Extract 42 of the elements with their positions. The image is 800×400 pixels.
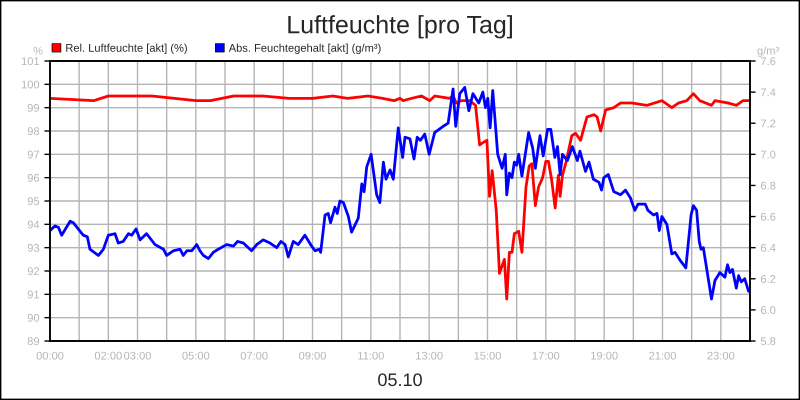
y-tick-label: 98 xyxy=(28,127,40,136)
x-tick-label: 13:00 xyxy=(416,352,443,360)
x-tick-label: 15:00 xyxy=(474,352,501,360)
x-tick-label: 21:00 xyxy=(649,352,676,360)
y-tick-label: 100 xyxy=(22,80,40,88)
y2-tick-label: 7.4 xyxy=(760,88,776,96)
x-tick-label: 03:00 xyxy=(124,352,151,360)
x-tick-label: 23:00 xyxy=(707,352,734,360)
x-tick-label: 19:00 xyxy=(591,352,618,360)
y-tick-label: 93 xyxy=(28,244,40,252)
y2-tick-label: 7.0 xyxy=(760,150,776,158)
legend-label: Rel. Luftfeuchte [akt] (%) xyxy=(66,44,187,54)
x-tick-label: 11:00 xyxy=(358,352,384,360)
y2-axis-title: g/m³ xyxy=(757,46,780,57)
x-tick-label: 09:00 xyxy=(299,352,326,360)
x-tick-label: 00:00 xyxy=(36,352,64,360)
y-tick-label: 96 xyxy=(28,174,40,182)
y-tick-label: 95 xyxy=(28,197,40,206)
legend-label: Abs. Feuchtegehalt [akt] (g/m³) xyxy=(228,44,381,54)
y2-tick-label: 5.8 xyxy=(760,337,776,346)
y2-tick-label: 7.2 xyxy=(760,119,776,128)
y-tick-label: 101 xyxy=(22,57,40,66)
y2-tick-label: 7.6 xyxy=(760,57,776,66)
y2-tick-label: 6.0 xyxy=(760,306,776,314)
y2-tick-label: 6.6 xyxy=(760,212,776,221)
x-tick-label: 17:00 xyxy=(532,352,560,360)
y-tick-label: 90 xyxy=(28,314,40,322)
y-tick-label: 99 xyxy=(28,104,40,112)
y-tick-label: 89 xyxy=(28,337,40,346)
y-tick-label: 94 xyxy=(28,220,40,228)
y-tick-label: 97 xyxy=(28,150,40,158)
y-tick-label: 92 xyxy=(28,267,40,276)
y-tick-label: 91 xyxy=(28,290,40,298)
x-axis-title: 05.10 xyxy=(378,373,422,386)
x-tick-label: 07:00 xyxy=(240,352,268,360)
y-axis-title: % xyxy=(34,46,43,55)
y2-tick-label: 6.8 xyxy=(760,182,776,190)
y2-tick-label: 6.2 xyxy=(760,275,776,283)
y2-tick-label: 6.4 xyxy=(760,244,776,252)
x-tick-label: 02:00 xyxy=(94,352,122,360)
chart-title: Luftfeuchte [pro Tag] xyxy=(288,15,512,38)
x-tick-label: 05:00 xyxy=(182,352,210,360)
